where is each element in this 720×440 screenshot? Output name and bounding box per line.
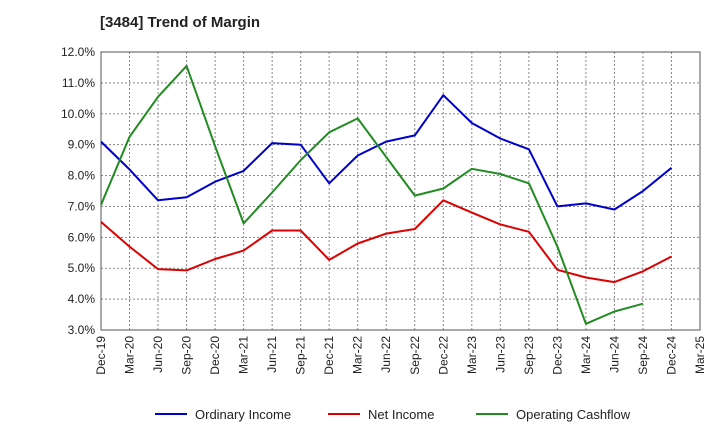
y-tick-label: 5.0% [68,261,96,275]
x-tick-label: Mar-20 [123,336,137,374]
x-tick-label: Mar-22 [351,336,365,374]
x-tick-label: Mar-25 [693,336,707,374]
legend: Ordinary Income Net Income Operating Cashf… [155,407,631,422]
x-tick-label: Sep-24 [636,336,650,375]
x-tick-label: Mar-23 [465,336,479,374]
x-tick-label: Dec-24 [664,336,678,375]
x-tick-label: Mar-24 [579,336,593,374]
legend-label-operating-cashflow: Operating Cashflow [516,407,631,422]
x-tick-label: Dec-21 [322,336,336,375]
x-tick-label: Jun-23 [493,336,507,373]
legend-label-net-income: Net Income [368,407,434,422]
grid-layer [100,51,701,331]
x-tick-label: Sep-21 [294,336,308,375]
legend-label-ordinary-income: Ordinary Income [195,407,291,422]
x-tick-label: Jun-20 [151,336,165,373]
x-tick-label: Sep-20 [180,336,194,375]
x-tick-label: Dec-23 [550,336,564,375]
x-tick-label: Jun-22 [379,336,393,373]
y-tick-label: 4.0% [68,292,96,306]
series-layer [100,64,673,325]
net-income-line [100,199,672,284]
plot-border [100,51,701,331]
operating-cashflow-line [100,64,644,325]
x-tick-label: Sep-23 [522,336,536,375]
y-tick-label: 9.0% [68,138,96,152]
x-tick-label: Mar-21 [237,336,251,374]
ordinary-income-line [100,94,673,211]
y-tick-label: 11.0% [62,76,95,90]
x-tick-label: Sep-22 [408,336,422,375]
y-tick-label: 10.0% [61,107,95,121]
x-tick-label: Dec-22 [436,336,450,375]
x-tick-label: Dec-19 [94,336,108,375]
x-tick-label: Jun-21 [265,336,279,373]
y-tick-label: 3.0% [68,323,96,337]
chart-title: [3484] Trend of Margin [100,14,261,31]
y-tick-label: 8.0% [68,169,96,183]
x-tick-label: Jun-24 [607,336,621,373]
x-tick-label: Dec-20 [208,336,222,375]
y-tick-label: 6.0% [68,230,96,244]
y-tick-label: 7.0% [68,199,96,213]
y-tick-label: 12.0% [61,45,95,59]
axis-layer: 3.0% 4.0% 5.0% 6.0% 7.0% 8.0% 9.0% 10.0% 11.0% 12… [61,45,707,375]
